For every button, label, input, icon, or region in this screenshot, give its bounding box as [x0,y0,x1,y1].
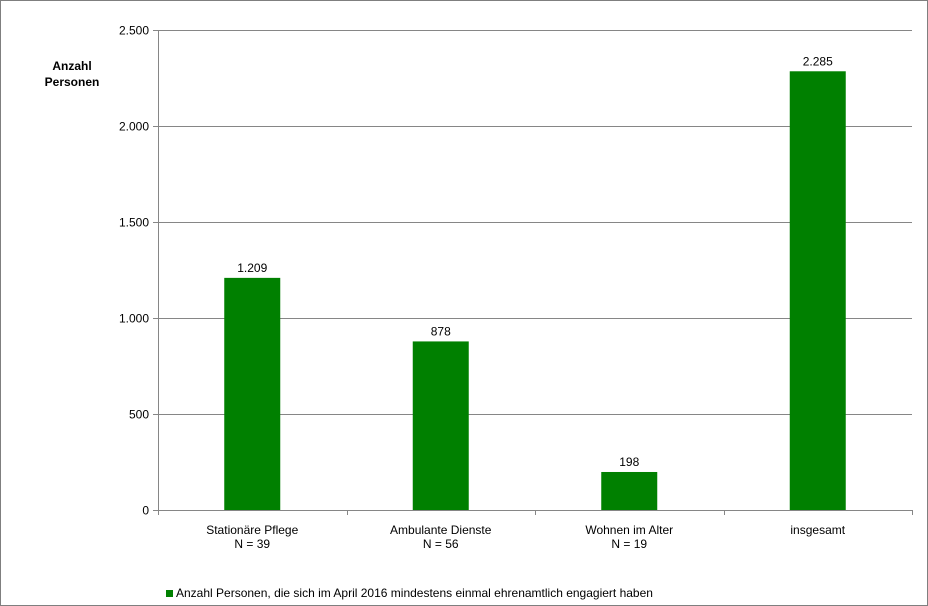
x-category-label: Wohnen im Alter [585,523,673,537]
y-axis-label-line: Anzahl [52,59,91,73]
bar [224,277,281,510]
y-tick-labels: 0 500 1.000 1.500 2.000 2.500 [119,24,149,518]
data-label: 878 [431,324,451,338]
legend-label: Anzahl Personen, die sich im April 2016 … [176,586,653,600]
axes [153,30,913,515]
bar [601,471,658,510]
data-labels: 1.209 878 198 2.285 [237,54,833,469]
y-axis-label: Anzahl Personen [45,59,100,89]
bar [789,71,846,510]
y-tick-label: 1.000 [119,312,149,326]
bars [224,71,846,510]
data-label: 1.209 [237,261,267,275]
y-tick-label: 2.000 [119,120,149,134]
y-tick-label: 500 [129,408,149,422]
x-category-label: Ambulante Dienste [390,523,492,537]
x-category-label: N = 19 [611,537,647,551]
data-label: 2.285 [803,54,833,68]
gridlines [158,30,912,415]
x-category-label: insgesamt [790,523,845,537]
y-tick-label: 0 [142,504,149,518]
data-label: 198 [619,455,639,469]
y-tick-label: 2.500 [119,24,149,38]
legend-swatch [166,589,173,597]
x-category-label: N = 39 [234,537,270,551]
legend: Anzahl Personen, die sich im April 2016 … [166,586,653,600]
y-tick-label: 1.500 [119,216,149,230]
bar [412,341,469,510]
x-category-label: N = 56 [423,537,459,551]
y-axis-label-line: Personen [45,75,100,89]
x-category-label: Stationäre Pflege [206,523,298,537]
